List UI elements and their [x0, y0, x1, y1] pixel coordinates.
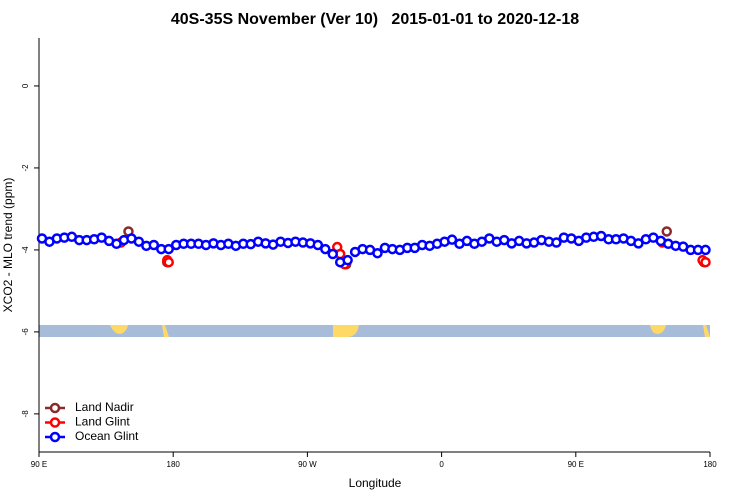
y-tick-label: -6 — [21, 328, 30, 336]
legend-label: Land Glint — [75, 415, 130, 429]
land-strip — [39, 325, 710, 337]
point — [163, 256, 174, 268]
legend-item: Land Nadir — [45, 400, 134, 414]
legend-label: Land Nadir — [75, 400, 134, 414]
legend-marker — [49, 431, 61, 443]
point — [700, 256, 711, 268]
point — [327, 248, 338, 260]
x-tick-label: 0 — [439, 460, 444, 469]
x-tick-label: 90 E — [568, 460, 584, 469]
legend-item: Land Glint — [45, 415, 130, 429]
legend-label: Ocean Glint — [75, 429, 139, 443]
y-axis-label: XCO2 - MLO trend (ppm) — [1, 178, 15, 313]
point — [163, 243, 174, 255]
x-tick-label: 180 — [167, 460, 181, 469]
point — [148, 239, 160, 251]
point — [320, 243, 331, 255]
point — [133, 236, 145, 247]
point — [372, 247, 383, 259]
x-tick-label: 90 E — [31, 460, 47, 469]
legend-item: Ocean Glint — [45, 429, 139, 443]
point — [446, 234, 458, 245]
chart-title: 40S-35S November (Ver 10) 2015-01-01 to … — [171, 11, 579, 28]
point — [700, 244, 711, 256]
y-tick-label: -2 — [21, 164, 30, 172]
point — [312, 239, 324, 251]
y-tick-label: -4 — [21, 246, 30, 254]
point — [342, 254, 353, 266]
y-tick-label: -8 — [21, 410, 30, 418]
point — [661, 226, 673, 237]
series — [36, 230, 711, 268]
x-tick-label: 180 — [703, 460, 717, 469]
legend-marker — [49, 402, 61, 414]
y-tick-label: 0 — [21, 83, 30, 88]
point — [633, 238, 644, 249]
legend-marker — [49, 417, 61, 428]
x-axis-label: Longitude — [349, 476, 402, 490]
x-tick-label: 90 W — [298, 460, 317, 469]
point — [551, 237, 562, 248]
